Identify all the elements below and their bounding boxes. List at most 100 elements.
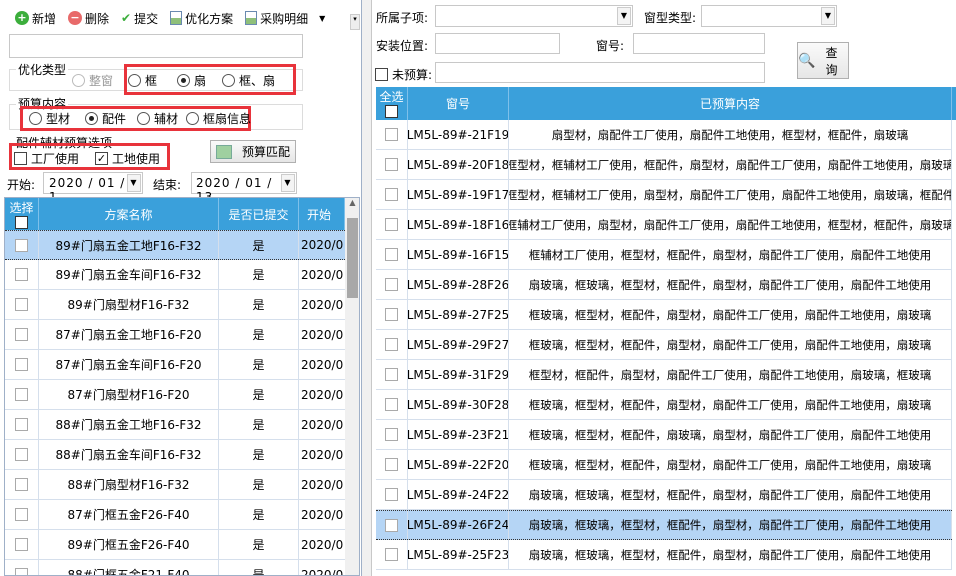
- col-submitted[interactable]: 是否已提交: [219, 198, 299, 230]
- submitted-status: 是: [219, 260, 299, 289]
- chevron-down-icon[interactable]: ▼: [127, 174, 141, 192]
- table-row[interactable]: 87#门框五金F26-F40 是 2020/0: [5, 500, 345, 530]
- table-row[interactable]: LM5L-89#-27F25 框玻璃，框型材，框配件，扇型材，扇配件工厂使用，扇…: [376, 300, 952, 330]
- row-checkbox[interactable]: [385, 368, 398, 381]
- row-checkbox[interactable]: [15, 388, 28, 401]
- row-checkbox[interactable]: [385, 518, 398, 532]
- radio-sash[interactable]: 扇: [177, 72, 206, 89]
- radio-aux[interactable]: 辅材: [137, 110, 178, 127]
- row-checkbox[interactable]: [385, 458, 398, 471]
- table-row[interactable]: 88#门扇型材F16-F32 是 2020/0: [5, 470, 345, 500]
- table-row[interactable]: 88#门扇五金工地F16-F32 是 2020/0: [5, 410, 345, 440]
- radio-frame-sash[interactable]: 框、扇: [222, 72, 275, 89]
- table-row[interactable]: 89#门框五金F26-F40 是 2020/0: [5, 530, 345, 560]
- table-row[interactable]: LM5L-89#-24F22 扇玻璃，框玻璃，框型材，框配件，扇型材，扇配件工厂…: [376, 480, 952, 510]
- row-checkbox[interactable]: [15, 538, 28, 551]
- radio-whole[interactable]: 整窗: [72, 72, 113, 89]
- radio-frame-info[interactable]: 框扇信息: [186, 110, 251, 127]
- row-checkbox[interactable]: [385, 428, 398, 441]
- row-checkbox[interactable]: [15, 358, 28, 371]
- col-window-no[interactable]: 窗号: [408, 87, 509, 120]
- table-row[interactable]: LM5L-89#-23F21 框玻璃，框型材，框配件，扇玻璃，扇型材，扇配件工厂…: [376, 420, 952, 450]
- table-row[interactable]: LM5L-89#-28F26 扇玻璃，框玻璃，框型材，框配件，扇型材，扇配件工厂…: [376, 270, 952, 300]
- table-row[interactable]: LM5L-89#-22F20 框玻璃，框型材，框配件，扇型材，扇配件工厂使用，扇…: [376, 450, 952, 480]
- row-checkbox[interactable]: [385, 548, 398, 561]
- chevron-down-icon[interactable]: ▼: [617, 7, 631, 25]
- optimize-button[interactable]: 优化方案: [170, 10, 233, 27]
- budgeted-content: 框型材，框配件，扇型材，扇配件工厂使用，扇配件工地使用，扇玻璃，框玻璃: [509, 360, 952, 389]
- subitem-dropdown[interactable]: ▼: [435, 5, 633, 27]
- table-row[interactable]: LM5L-89#-16F15 框辅材工厂使用，框型材，框配件，扇型材，扇配件工厂…: [376, 240, 952, 270]
- table-row[interactable]: 88#门扇五金车间F16-F32 是 2020/0: [5, 440, 345, 470]
- table-row[interactable]: LM5L-89#-31F29 框型材，框配件，扇型材，扇配件工厂使用，扇配件工地…: [376, 360, 952, 390]
- table-row[interactable]: 87#门扇五金车间F16-F20 是 2020/0: [5, 350, 345, 380]
- table-row[interactable]: LM5L-89#-29F27 框玻璃，框型材，框配件，扇型材，扇配件工厂使用，扇…: [376, 330, 952, 360]
- chevron-down-icon[interactable]: ▼: [281, 174, 295, 192]
- table-row[interactable]: LM5L-89#-30F28 框玻璃，框型材，框配件，扇型材，扇配件工厂使用，扇…: [376, 390, 952, 420]
- row-checkbox[interactable]: [15, 478, 28, 491]
- location-input[interactable]: [435, 33, 560, 54]
- table-row[interactable]: LM5L-89#-18F16 框辅材工厂使用，扇型材，扇配件工厂使用，扇配件工地…: [376, 210, 952, 240]
- radio-fittings[interactable]: 配件: [85, 110, 126, 127]
- toolbar-overflow-icon[interactable]: ▾: [350, 14, 360, 30]
- row-checkbox[interactable]: [385, 158, 398, 171]
- dropdown-arrow-icon[interactable]: ▼: [319, 13, 326, 23]
- row-checkbox[interactable]: [385, 338, 398, 351]
- budget-match-button[interactable]: 预算匹配: [210, 140, 296, 163]
- row-checkbox[interactable]: [385, 248, 398, 261]
- scrollbar[interactable]: ▲: [345, 198, 359, 575]
- select-all-checkbox[interactable]: [15, 216, 28, 229]
- table-row[interactable]: LM5L-89#-25F23 扇玻璃，框玻璃，框型材，框配件，扇型材，扇配件工厂…: [376, 540, 952, 570]
- table-row[interactable]: 87#门扇五金工地F16-F20 是 2020/0: [5, 320, 345, 350]
- add-button[interactable]: + 新增: [15, 10, 56, 27]
- start-date-picker[interactable]: 2020 / 01 / 1 ▼: [43, 172, 143, 204]
- row-checkbox[interactable]: [385, 218, 398, 231]
- scroll-up-icon[interactable]: ▲: [349, 198, 356, 207]
- unbudgeted-checkbox[interactable]: 未预算:: [375, 66, 432, 83]
- window-no-input[interactable]: [633, 33, 765, 54]
- row-checkbox[interactable]: [385, 398, 398, 411]
- row-checkbox[interactable]: [15, 568, 28, 575]
- delete-button[interactable]: − 删除: [68, 10, 109, 27]
- row-checkbox[interactable]: [385, 488, 398, 501]
- purchase-button[interactable]: 采购明细 ▼: [245, 10, 325, 27]
- scrollbar-thumb[interactable]: [347, 218, 358, 298]
- unbudgeted-input[interactable]: [435, 62, 765, 83]
- table-row[interactable]: 89#门扇五金工地F16-F32 是 2020/0: [5, 230, 345, 260]
- table-row[interactable]: 88#门框五金F21-F40 是 2020/0: [5, 560, 345, 575]
- col-budgeted-content[interactable]: 已预算内容: [509, 87, 952, 120]
- table-row[interactable]: 89#门扇型材F16-F32 是 2020/0: [5, 290, 345, 320]
- row-checkbox[interactable]: [15, 508, 28, 521]
- submit-button[interactable]: ✔ 提交: [121, 10, 158, 27]
- row-checkbox[interactable]: [385, 188, 398, 201]
- factory-checkbox[interactable]: 工厂使用: [14, 150, 79, 167]
- table-row[interactable]: 89#门扇五金车间F16-F32 是 2020/0: [5, 260, 345, 290]
- row-checkbox[interactable]: [385, 278, 398, 291]
- col-start[interactable]: 开始: [299, 198, 345, 230]
- row-checkbox[interactable]: [15, 328, 28, 341]
- end-date-picker[interactable]: 2020 / 01 / 13 ▼: [191, 172, 297, 204]
- table-row[interactable]: LM5L-89#-26F24 扇玻璃，框玻璃，框型材，框配件，扇型材，扇配件工厂…: [376, 510, 952, 540]
- table-row[interactable]: LM5L-89#-20F18 框型材，框辅材工厂使用，框配件，扇型材，扇配件工厂…: [376, 150, 952, 180]
- radio-frame[interactable]: 框: [128, 72, 157, 89]
- chevron-down-icon[interactable]: ▼: [821, 7, 835, 25]
- row-checkbox[interactable]: [15, 298, 28, 311]
- window-no: LM5L-89#-21F19: [408, 120, 509, 149]
- window-type-dropdown[interactable]: ▼: [701, 5, 837, 27]
- table-row[interactable]: LM5L-89#-19F17 框型材，框辅材工厂使用，扇型材，扇配件工厂使用，扇…: [376, 180, 952, 210]
- row-checkbox[interactable]: [15, 448, 28, 461]
- table-row[interactable]: LM5L-89#-21F19 扇型材，扇配件工厂使用，扇配件工地使用，框型材，框…: [376, 120, 952, 150]
- radio-profile[interactable]: 型材: [29, 110, 70, 127]
- row-checkbox[interactable]: [385, 128, 398, 141]
- row-checkbox[interactable]: [385, 308, 398, 321]
- select-all-checkbox[interactable]: [385, 105, 398, 118]
- site-checkbox[interactable]: ✓ 工地使用: [95, 150, 160, 167]
- splitter[interactable]: [362, 0, 372, 576]
- row-checkbox[interactable]: [15, 418, 28, 431]
- table-row[interactable]: 87#门扇型材F16-F20 是 2020/0: [5, 380, 345, 410]
- search-input[interactable]: [9, 34, 303, 58]
- row-checkbox[interactable]: [15, 268, 28, 281]
- row-checkbox[interactable]: [15, 238, 28, 252]
- query-button[interactable]: 🔍 查询: [797, 42, 849, 79]
- col-name[interactable]: 方案名称: [39, 198, 219, 230]
